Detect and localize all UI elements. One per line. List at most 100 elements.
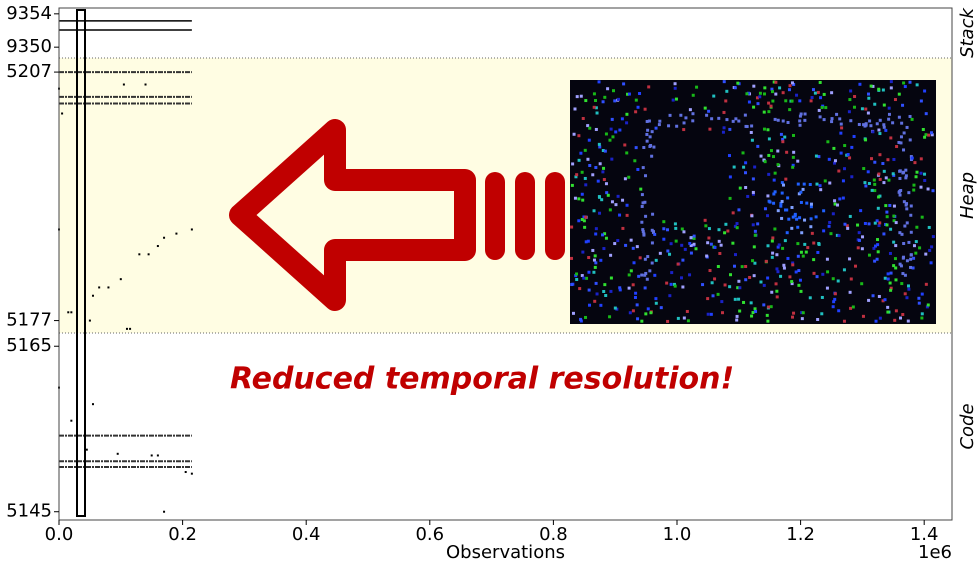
image-pixel xyxy=(899,264,903,268)
image-pixel xyxy=(740,265,744,269)
image-pixel xyxy=(781,183,785,187)
image-pixel xyxy=(799,190,803,194)
image-pixel xyxy=(803,218,807,222)
image-pixel xyxy=(665,228,669,232)
data-point xyxy=(184,471,187,474)
image-pixel xyxy=(581,198,585,202)
image-pixel xyxy=(641,228,645,232)
image-pixel xyxy=(897,92,901,96)
image-pixel xyxy=(772,192,776,196)
image-pixel xyxy=(746,194,750,198)
image-pixel xyxy=(889,86,893,90)
image-pixel xyxy=(598,195,602,199)
image-pixel xyxy=(919,171,923,175)
image-pixel xyxy=(634,110,638,114)
image-pixel xyxy=(662,237,666,241)
image-pixel xyxy=(799,289,803,293)
image-pixel xyxy=(625,121,629,125)
image-pixel xyxy=(634,291,638,295)
image-pixel xyxy=(736,81,740,85)
image-pixel xyxy=(635,245,639,249)
image-pixel xyxy=(584,215,588,219)
image-pixel xyxy=(643,107,647,111)
image-pixel xyxy=(785,231,789,235)
image-pixel xyxy=(930,133,934,137)
image-pixel xyxy=(873,182,877,186)
image-pixel xyxy=(644,174,648,178)
image-pixel xyxy=(728,127,732,131)
image-pixel xyxy=(759,154,763,158)
image-pixel xyxy=(650,241,654,245)
image-pixel xyxy=(901,103,905,107)
image-pixel xyxy=(826,140,830,144)
image-pixel xyxy=(654,258,658,262)
image-pixel xyxy=(592,92,596,96)
image-pixel xyxy=(798,114,802,118)
image-pixel xyxy=(923,89,927,93)
panel-label: Heap xyxy=(957,172,978,219)
image-pixel xyxy=(829,232,833,236)
image-pixel xyxy=(584,240,588,244)
image-pixel xyxy=(910,156,914,160)
image-pixel xyxy=(875,257,879,261)
image-pixel xyxy=(800,311,804,315)
image-pixel xyxy=(591,173,595,177)
image-pixel xyxy=(832,161,836,165)
image-pixel xyxy=(907,240,911,244)
image-pixel xyxy=(643,286,647,290)
image-pixel xyxy=(817,242,821,246)
image-pixel xyxy=(858,82,862,86)
image-pixel xyxy=(822,118,826,122)
image-pixel xyxy=(786,196,790,200)
image-pixel xyxy=(628,311,632,315)
image-pixel xyxy=(902,148,906,152)
image-pixel xyxy=(738,309,742,313)
image-pixel xyxy=(907,287,911,291)
image-pixel xyxy=(917,296,921,300)
image-pixel xyxy=(850,175,854,179)
image-pixel xyxy=(776,118,780,122)
image-pixel xyxy=(766,244,770,248)
image-pixel xyxy=(897,140,901,144)
image-pixel xyxy=(878,132,882,136)
image-pixel xyxy=(835,233,839,237)
image-pixel xyxy=(796,242,800,246)
image xyxy=(570,80,936,324)
image-pixel xyxy=(682,230,686,234)
image-pixel xyxy=(674,239,678,243)
image-pixel xyxy=(769,149,773,153)
image-pixel xyxy=(802,182,806,186)
image-pixel xyxy=(602,178,606,182)
image-pixel xyxy=(752,105,756,109)
image-pixel xyxy=(771,251,775,255)
image-pixel xyxy=(812,241,816,245)
image-pixel xyxy=(591,248,595,252)
image-pixel xyxy=(796,254,800,258)
image-pixel xyxy=(705,254,709,258)
image-pixel xyxy=(596,179,600,183)
image-pixel xyxy=(751,177,755,181)
image-pixel xyxy=(733,297,737,301)
image-pixel xyxy=(882,181,886,185)
image-pixel xyxy=(898,193,902,197)
image-pixel xyxy=(848,290,852,294)
image-pixel xyxy=(899,316,903,320)
panel-label: Stack xyxy=(957,7,978,58)
image-pixel xyxy=(580,170,584,174)
image-pixel xyxy=(749,130,753,134)
image-pixel xyxy=(887,106,891,110)
image-pixel xyxy=(788,275,792,279)
image-pixel xyxy=(876,206,880,210)
image-pixel xyxy=(737,279,741,283)
x-tick-label: 0.2 xyxy=(168,524,197,545)
image-pixel xyxy=(876,250,880,254)
image-pixel xyxy=(870,188,874,192)
image-pixel xyxy=(706,312,710,316)
image-pixel xyxy=(859,209,863,213)
image-pixel xyxy=(725,118,729,122)
image-pixel xyxy=(640,220,644,224)
image-pixel xyxy=(595,111,599,115)
image-pixel xyxy=(767,305,771,309)
data-point xyxy=(190,228,193,231)
image-pixel xyxy=(919,99,923,103)
